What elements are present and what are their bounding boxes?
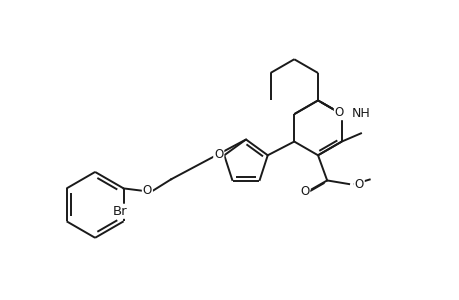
Text: O: O (299, 185, 309, 198)
Text: NH: NH (351, 107, 370, 120)
Text: Br: Br (112, 205, 127, 218)
Text: O: O (214, 148, 223, 161)
Text: O: O (354, 178, 363, 190)
Text: O: O (142, 184, 151, 197)
Text: O: O (334, 106, 343, 119)
